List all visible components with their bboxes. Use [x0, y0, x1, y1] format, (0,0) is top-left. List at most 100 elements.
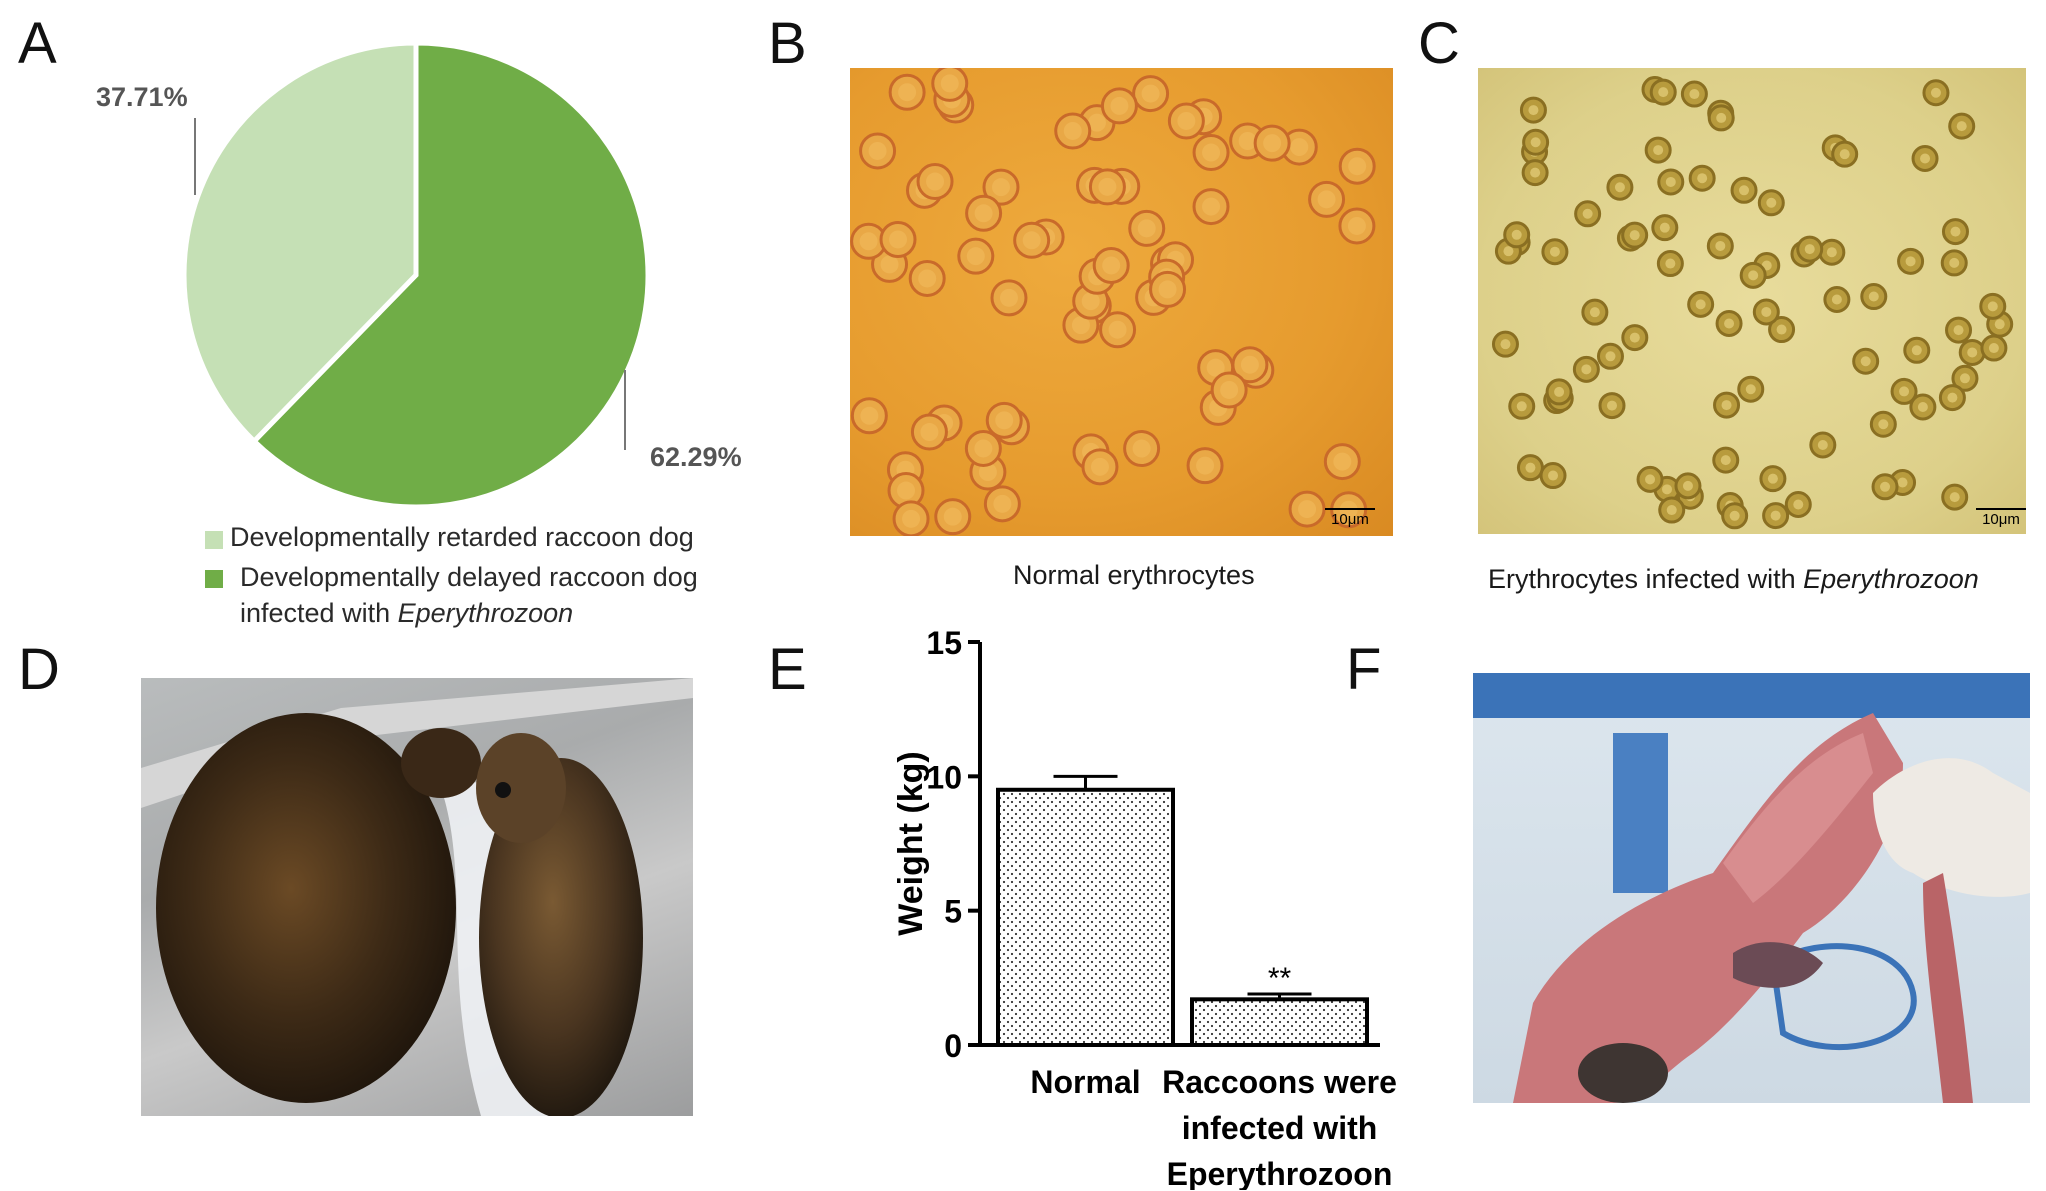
- bar-infected: [1190, 997, 1369, 1047]
- erythrocyte-center: [1141, 84, 1160, 103]
- infected-erythrocyte-center: [1839, 149, 1850, 160]
- erythrocyte-center: [1333, 452, 1352, 471]
- infected-erythrocyte-center: [1947, 392, 1958, 403]
- necropsy-illustration: [1473, 673, 2030, 1103]
- infected-erythrocyte-center: [1605, 351, 1616, 362]
- x-tick-label: Normal: [1030, 1064, 1140, 1100]
- erythrocyte-center: [991, 178, 1010, 197]
- erythrocyte-center: [999, 288, 1018, 307]
- photo-necropsy: [1473, 673, 2030, 1103]
- infected-erythrocyte-center: [1994, 319, 2005, 330]
- hind-leg: [1923, 873, 1973, 1103]
- erythrocyte-center: [860, 406, 879, 425]
- erythrocyte-center: [1347, 216, 1366, 235]
- erythrocyte-center: [1220, 380, 1239, 399]
- infected-erythrocyte-center: [1516, 401, 1527, 412]
- bar-chart: 0 5 10 15 Weight (kg) Normal ** Raccoons were in…: [892, 625, 1397, 1190]
- y-tick-label: 15: [926, 625, 962, 661]
- infected-erythrocyte-center: [1729, 510, 1740, 521]
- infected-erythrocyte-center: [1665, 258, 1676, 269]
- infected-erythrocyte-center: [1715, 240, 1726, 251]
- infected-erythrocyte-center: [1880, 481, 1891, 492]
- pie-label-large: 62.29%: [650, 442, 742, 472]
- infected-erythrocyte-center: [1917, 401, 1928, 412]
- legend-label-retarded: Developmentally retarded raccoon dog: [230, 522, 694, 552]
- erythrocyte-center: [1202, 197, 1221, 216]
- caption-infected-italic: Eperythrozoon: [1803, 564, 1979, 594]
- erythrocyte-center: [1110, 96, 1129, 115]
- erythrocyte-center: [920, 423, 939, 442]
- infected-erythrocyte-center: [1665, 176, 1676, 187]
- infected-cells: [1491, 75, 2014, 530]
- erythrocyte-center: [1177, 111, 1196, 130]
- panel-label-a: A: [18, 11, 57, 76]
- infected-erythrocyte-center: [1582, 208, 1593, 219]
- infected-erythrocyte-center: [1761, 306, 1772, 317]
- erythrocyte-center: [1132, 439, 1151, 458]
- erythrocyte-center: [1158, 280, 1177, 299]
- y-axis-label: Weight (kg): [892, 751, 930, 935]
- erythrocyte-center: [1090, 457, 1109, 476]
- infected-erythrocyte-center: [1548, 470, 1559, 481]
- infected-erythrocyte-center: [1554, 386, 1565, 397]
- pie-slice-retarded: [181, 40, 419, 445]
- y-tick-label: 5: [944, 894, 962, 930]
- large-raccoon-dog: [156, 713, 456, 1103]
- bar-normal: [996, 787, 1175, 1047]
- legend-swatch-infected: [205, 570, 223, 588]
- scale-bar-c: 10μm: [1976, 508, 2026, 528]
- infected-erythrocyte-center: [1949, 492, 1960, 503]
- infected-erythrocyte-center: [1500, 339, 1511, 350]
- infected-erythrocyte-center: [1629, 332, 1640, 343]
- erythrocyte-center: [1206, 358, 1225, 377]
- panel-label-c: C: [1418, 11, 1460, 76]
- organs: [1733, 942, 1823, 988]
- significance-marker: **: [1268, 962, 1292, 995]
- photo-raccoon-dogs: [141, 678, 693, 1116]
- infected-erythrocyte-center: [1899, 386, 1910, 397]
- erythrocyte-center: [1137, 219, 1156, 238]
- infected-erythrocyte-center: [1776, 324, 1787, 335]
- caption-infected: Erythrocytes infected with Eperythrozoon: [1488, 564, 1979, 595]
- infected-erythrocyte-center: [1959, 373, 1970, 384]
- erythrocyte-center: [966, 247, 985, 266]
- erythrocyte-center: [880, 255, 899, 274]
- infected-erythrocyte-center: [1716, 112, 1727, 123]
- infected-erythrocyte-center: [1826, 247, 1837, 258]
- infected-erythrocyte-center: [1920, 153, 1931, 164]
- erythrocyte-center: [1240, 355, 1259, 374]
- infected-erythrocyte-center: [1695, 299, 1706, 310]
- erythrocyte-center: [859, 232, 878, 251]
- erythrocyte-center: [1108, 320, 1127, 339]
- erythrocyte-center: [1196, 456, 1215, 475]
- x-tick-label: Raccoons were: [1162, 1064, 1397, 1100]
- erythrocyte-center: [1290, 138, 1309, 157]
- infected-erythrocyte-center: [1745, 384, 1756, 395]
- infected-erythrocyte-center: [1666, 505, 1677, 516]
- infected-erythrocyte-center: [1950, 226, 1961, 237]
- erythrocyte-center: [1348, 157, 1367, 176]
- infected-erythrocyte-center: [1682, 480, 1693, 491]
- infected-erythrocyte-center: [1767, 473, 1778, 484]
- legend-swatch-retarded: [205, 531, 223, 549]
- infected-erythrocyte-center: [1831, 294, 1842, 305]
- infected-erythrocyte-center: [1956, 121, 1967, 132]
- y-tick-label: 0: [944, 1028, 962, 1064]
- infected-erythrocyte-center: [1860, 356, 1871, 367]
- infected-erythrocyte-center: [1589, 307, 1600, 318]
- erythrocyte-center: [926, 172, 945, 191]
- infected-erythrocyte-center: [1530, 167, 1541, 178]
- panel-label-e: E: [768, 637, 807, 702]
- blue-print-column: [1613, 733, 1668, 893]
- carcass-highlight: [1723, 733, 1873, 903]
- pie-chart: [181, 40, 651, 510]
- infected-erythrocyte-center: [1953, 325, 1964, 336]
- erythrocyte-center: [1102, 256, 1121, 275]
- infected-erythrocyte-center: [1721, 400, 1732, 411]
- paw: [1578, 1043, 1668, 1103]
- scale-label-b: 10μm: [1331, 511, 1369, 528]
- erythrocyte-center: [1202, 143, 1221, 162]
- gloved-hand: [1873, 758, 2030, 897]
- micrograph-infected: [1478, 68, 2026, 534]
- erythrocyte-center: [1098, 177, 1117, 196]
